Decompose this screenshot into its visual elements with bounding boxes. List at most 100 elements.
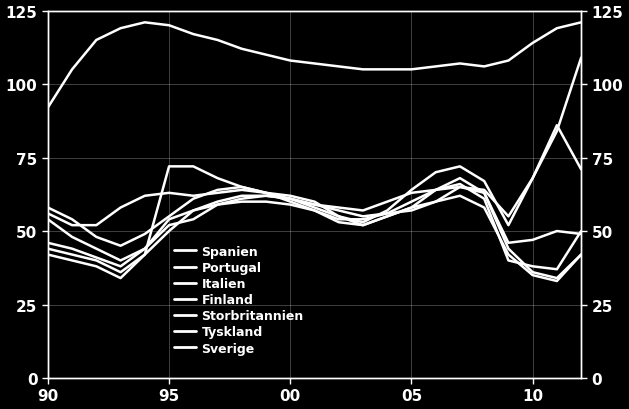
Tyskland [359, 220, 367, 225]
Portugal [44, 217, 52, 222]
Storbritannien [286, 200, 294, 204]
Line: Tyskland: Tyskland [48, 126, 581, 267]
Portugal [214, 202, 221, 207]
Spanien [481, 191, 488, 196]
Sverige [432, 65, 440, 70]
Spanien [311, 202, 318, 207]
Italien [577, 229, 585, 234]
Line: Spanien: Spanien [48, 187, 581, 279]
Storbritannien [238, 185, 245, 190]
Italien [529, 264, 537, 269]
Finland [359, 223, 367, 228]
Spanien [384, 200, 391, 204]
Sverige [238, 47, 245, 52]
Storbritannien [553, 129, 560, 134]
Italien [214, 202, 221, 207]
Spanien [189, 194, 197, 199]
Sverige [359, 68, 367, 73]
Tyskland [141, 247, 148, 252]
Spanien [456, 185, 464, 190]
Sverige [117, 27, 125, 31]
Portugal [189, 217, 197, 222]
Tyskland [262, 194, 270, 199]
Sverige [529, 41, 537, 46]
Sverige [384, 68, 391, 73]
Italien [553, 267, 560, 272]
Spanien [262, 191, 270, 196]
Tyskland [481, 179, 488, 184]
Portugal [529, 273, 537, 278]
Italien [335, 209, 343, 213]
Tyskland [432, 171, 440, 175]
Sverige [456, 62, 464, 67]
Finland [69, 258, 76, 263]
Finland [481, 191, 488, 196]
Tyskland [553, 124, 560, 128]
Portugal [577, 252, 585, 257]
Storbritannien [165, 214, 173, 219]
Portugal [262, 200, 270, 204]
Line: Portugal: Portugal [48, 196, 581, 281]
Italien [286, 197, 294, 202]
Sverige [69, 68, 76, 73]
Tyskland [577, 167, 585, 172]
Sverige [214, 38, 221, 43]
Italien [189, 209, 197, 213]
Portugal [165, 223, 173, 228]
Portugal [92, 247, 100, 252]
Italien [359, 214, 367, 219]
Tyskland [286, 197, 294, 202]
Sverige [577, 21, 585, 26]
Spanien [553, 276, 560, 281]
Portugal [504, 252, 512, 257]
Italien [92, 258, 100, 263]
Finland [553, 229, 560, 234]
Finland [577, 232, 585, 237]
Finland [529, 238, 537, 243]
Sverige [335, 65, 343, 70]
Spanien [286, 197, 294, 202]
Finland [432, 188, 440, 193]
Tyskland [529, 176, 537, 181]
Italien [504, 258, 512, 263]
Sverige [189, 33, 197, 38]
Portugal [141, 247, 148, 252]
Portugal [335, 220, 343, 225]
Finland [311, 200, 318, 204]
Tyskland [335, 214, 343, 219]
Sverige [92, 38, 100, 43]
Storbritannien [44, 206, 52, 211]
Line: Storbritannien: Storbritannien [48, 58, 581, 246]
Storbritannien [69, 217, 76, 222]
Spanien [117, 206, 125, 211]
Spanien [165, 191, 173, 196]
Spanien [408, 191, 415, 196]
Storbritannien [92, 235, 100, 240]
Legend: Spanien, Portugal, Italien, Finland, Storbritannien, Tyskland, Sverige: Spanien, Portugal, Italien, Finland, Sto… [172, 243, 306, 357]
Tyskland [504, 223, 512, 228]
Italien [384, 211, 391, 216]
Spanien [504, 247, 512, 252]
Storbritannien [529, 176, 537, 181]
Spanien [577, 252, 585, 257]
Italien [165, 229, 173, 234]
Finland [384, 214, 391, 219]
Italien [69, 252, 76, 257]
Italien [44, 247, 52, 252]
Finland [44, 252, 52, 257]
Tyskland [214, 200, 221, 204]
Portugal [432, 200, 440, 204]
Spanien [69, 223, 76, 228]
Portugal [286, 202, 294, 207]
Sverige [504, 59, 512, 64]
Portugal [69, 235, 76, 240]
Spanien [214, 191, 221, 196]
Finland [238, 185, 245, 190]
Portugal [408, 206, 415, 211]
Storbritannien [456, 185, 464, 190]
Portugal [481, 206, 488, 211]
Finland [335, 214, 343, 219]
Portugal [311, 209, 318, 213]
Spanien [335, 206, 343, 211]
Spanien [529, 270, 537, 275]
